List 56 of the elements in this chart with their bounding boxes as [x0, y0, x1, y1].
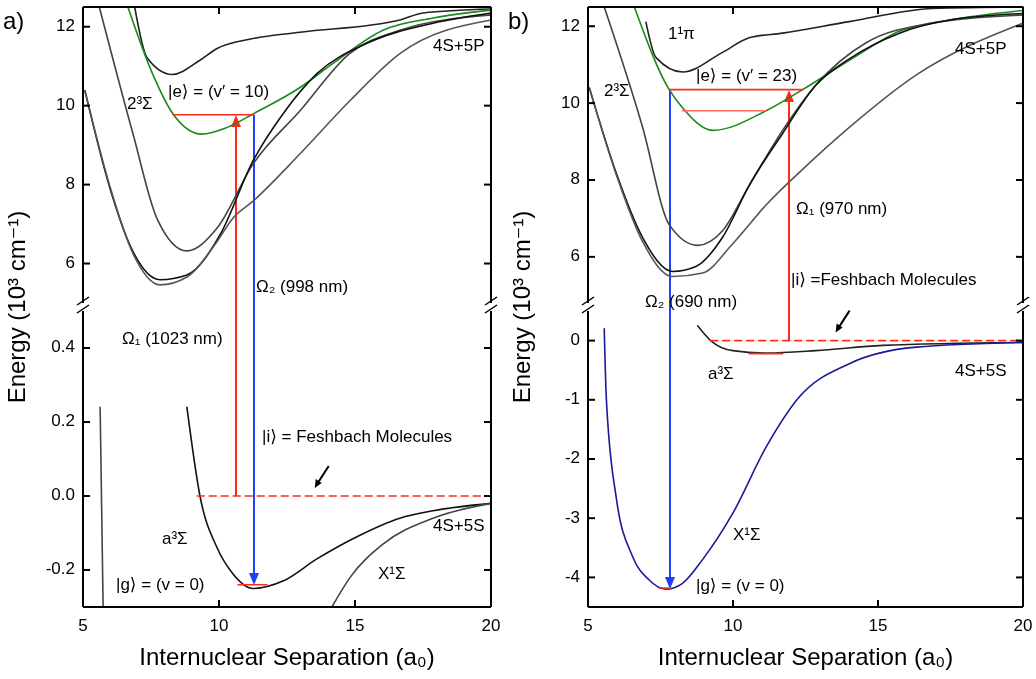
annotation: Ω₁ (1023 nm) — [122, 329, 223, 349]
annotation: |i⟩ =Feshbach Molecules — [791, 270, 977, 290]
x-axis-title: Internuclear Separation (a₀) — [139, 643, 435, 670]
x-tick-label: 10 — [723, 616, 743, 635]
annotation: 4S+5S — [955, 361, 1007, 381]
annotation: 4S+5P — [955, 39, 1007, 59]
annotation: 2³Σ — [127, 94, 153, 114]
annotation: |e⟩ = (v′ = 10) — [168, 82, 270, 102]
y-tick-label: 0.2 — [51, 411, 75, 431]
y-tick-label: 8 — [570, 169, 580, 189]
annotation: X¹Σ — [378, 564, 406, 584]
y-tick-label: -4 — [564, 566, 580, 586]
y-tick-label: 6 — [570, 246, 580, 266]
y-tick-label: 10 — [56, 95, 75, 115]
annotation: X¹Σ — [733, 525, 761, 545]
annotation: 4S+5P — [433, 36, 485, 56]
y-tick-label: 0 — [570, 330, 580, 350]
y-tick-label: 12 — [561, 15, 580, 35]
y-axis-title: Energy (10³ cm⁻¹) — [508, 210, 535, 404]
line-series — [133, 6, 492, 76]
chart-title: b) — [508, 7, 530, 34]
x-tick-label: 5 — [583, 616, 593, 635]
annotation: Ω₂ (998 nm) — [256, 277, 349, 297]
chart-title: a) — [3, 7, 25, 34]
y-tick-label: -3 — [564, 507, 580, 527]
annotation: |e⟩ = (v′ = 23) — [696, 66, 798, 86]
x-tick-label: 20 — [481, 616, 501, 635]
line-series — [127, 6, 492, 135]
x-tick-label: 5 — [78, 616, 88, 635]
y-tick-label: -1 — [564, 389, 580, 409]
y-tick-label: 10 — [561, 92, 580, 112]
y-tick-label: -0.2 — [45, 559, 75, 579]
y-tick-label: 0.0 — [51, 485, 75, 505]
annotation: |g⟩ = (v = 0) — [116, 575, 205, 595]
y-tick-label: 6 — [65, 253, 75, 273]
annotation: |i⟩ = Feshbach Molecules — [262, 427, 453, 447]
x-tick-label: 15 — [345, 616, 365, 635]
y-tick-label: -2 — [564, 448, 580, 468]
y-tick-label: 12 — [56, 16, 75, 36]
line-series — [98, 6, 492, 252]
line-series — [331, 502, 492, 608]
annotation: 2³Σ — [604, 81, 630, 101]
x-axis-title: Internuclear Separation (a₀) — [657, 643, 954, 670]
line-series — [633, 6, 1024, 132]
x-tick-label: 15 — [868, 616, 888, 635]
annotation: a³Σ — [162, 529, 188, 549]
annotation: |g⟩ = (v = 0) — [696, 576, 785, 596]
x-tick-label: 20 — [1013, 616, 1033, 635]
annotation: a³Σ — [708, 364, 734, 384]
y-tick-label: 8 — [65, 174, 75, 194]
annotation: Ω₁ (970 nm) — [796, 199, 888, 219]
annotation: 4S+5S — [433, 516, 485, 536]
x-tick-label: 10 — [209, 616, 229, 635]
annotation: 1¹π — [668, 24, 695, 44]
y-axis-title: Energy (10³ cm⁻¹) — [3, 210, 30, 404]
y-tick-label: 0.4 — [51, 337, 75, 357]
